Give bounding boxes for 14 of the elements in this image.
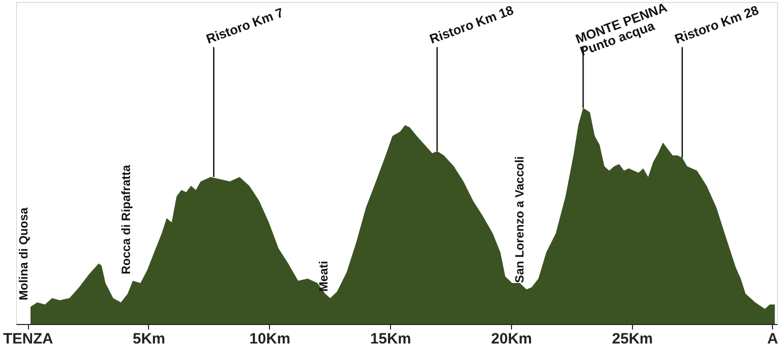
annotation: Meati: [316, 260, 330, 292]
x-tick-label: 5Km: [132, 330, 166, 348]
x-tick-label: 20Km: [491, 330, 532, 348]
annotation: Rocca di Ripafratta: [118, 164, 133, 274]
x-tick-label: 10Km: [249, 330, 290, 348]
x-tick-label: 15Km: [370, 330, 412, 348]
annotation: San Lorenzo a Vaccoli: [512, 156, 527, 283]
x-tick-label: TENZA: [3, 330, 54, 348]
annotation: Ristoro Km 28: [672, 2, 761, 47]
x-tick-label: A: [767, 330, 778, 348]
x-tick-label: 25Km: [612, 330, 653, 348]
annotation: Ristoro Km 7: [204, 4, 286, 47]
annotation: Ristoro Km 18: [428, 2, 516, 47]
annotation: Molina di Quosa: [16, 207, 31, 300]
